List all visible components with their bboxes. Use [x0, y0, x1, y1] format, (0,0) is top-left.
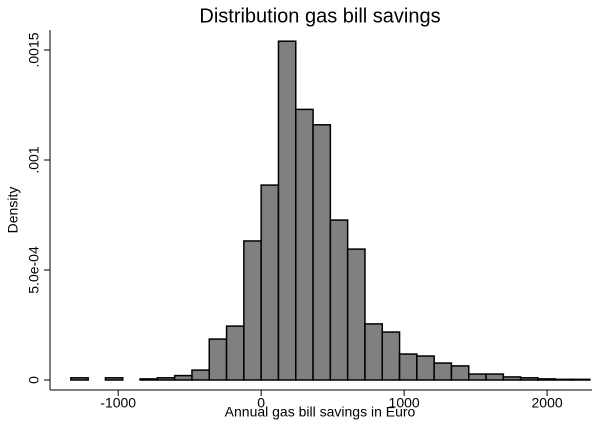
bar — [364, 323, 384, 381]
y-tick-label: 5.0e-04 — [26, 246, 42, 294]
bar — [70, 377, 89, 381]
chart-title: Distribution gas bill savings — [199, 5, 440, 27]
bar — [346, 248, 366, 381]
bar — [571, 378, 591, 381]
bar — [139, 378, 159, 381]
bar — [191, 369, 211, 381]
bar — [485, 373, 505, 381]
x-tick-label: 1000 — [389, 395, 420, 411]
bar — [537, 378, 557, 381]
bar — [329, 219, 349, 381]
bar — [156, 377, 176, 381]
bar — [381, 331, 401, 381]
bar — [554, 378, 574, 381]
y-axis-label: Density — [5, 187, 21, 234]
bar — [416, 355, 435, 381]
x-axis-label: Annual gas bill savings in Euro — [225, 404, 416, 420]
bar — [260, 184, 280, 381]
x-tick-label: 0 — [257, 395, 265, 411]
bar — [502, 376, 522, 381]
bar — [277, 40, 297, 381]
bar — [433, 362, 453, 381]
x-tick-label: 2000 — [532, 395, 563, 411]
bar — [295, 108, 314, 381]
y-tick-label: .001 — [26, 146, 42, 173]
bar — [104, 377, 124, 381]
x-tick-label: -1000 — [100, 395, 136, 411]
bar — [398, 353, 418, 381]
bar — [208, 338, 228, 381]
bar — [519, 377, 539, 381]
bar — [468, 373, 487, 381]
y-tick-label: 0 — [26, 376, 42, 384]
bar — [312, 124, 332, 381]
bar — [450, 365, 470, 381]
y-tick-label: .0015 — [26, 32, 42, 67]
bar — [225, 325, 245, 381]
bar — [243, 240, 262, 381]
bar — [173, 374, 193, 381]
